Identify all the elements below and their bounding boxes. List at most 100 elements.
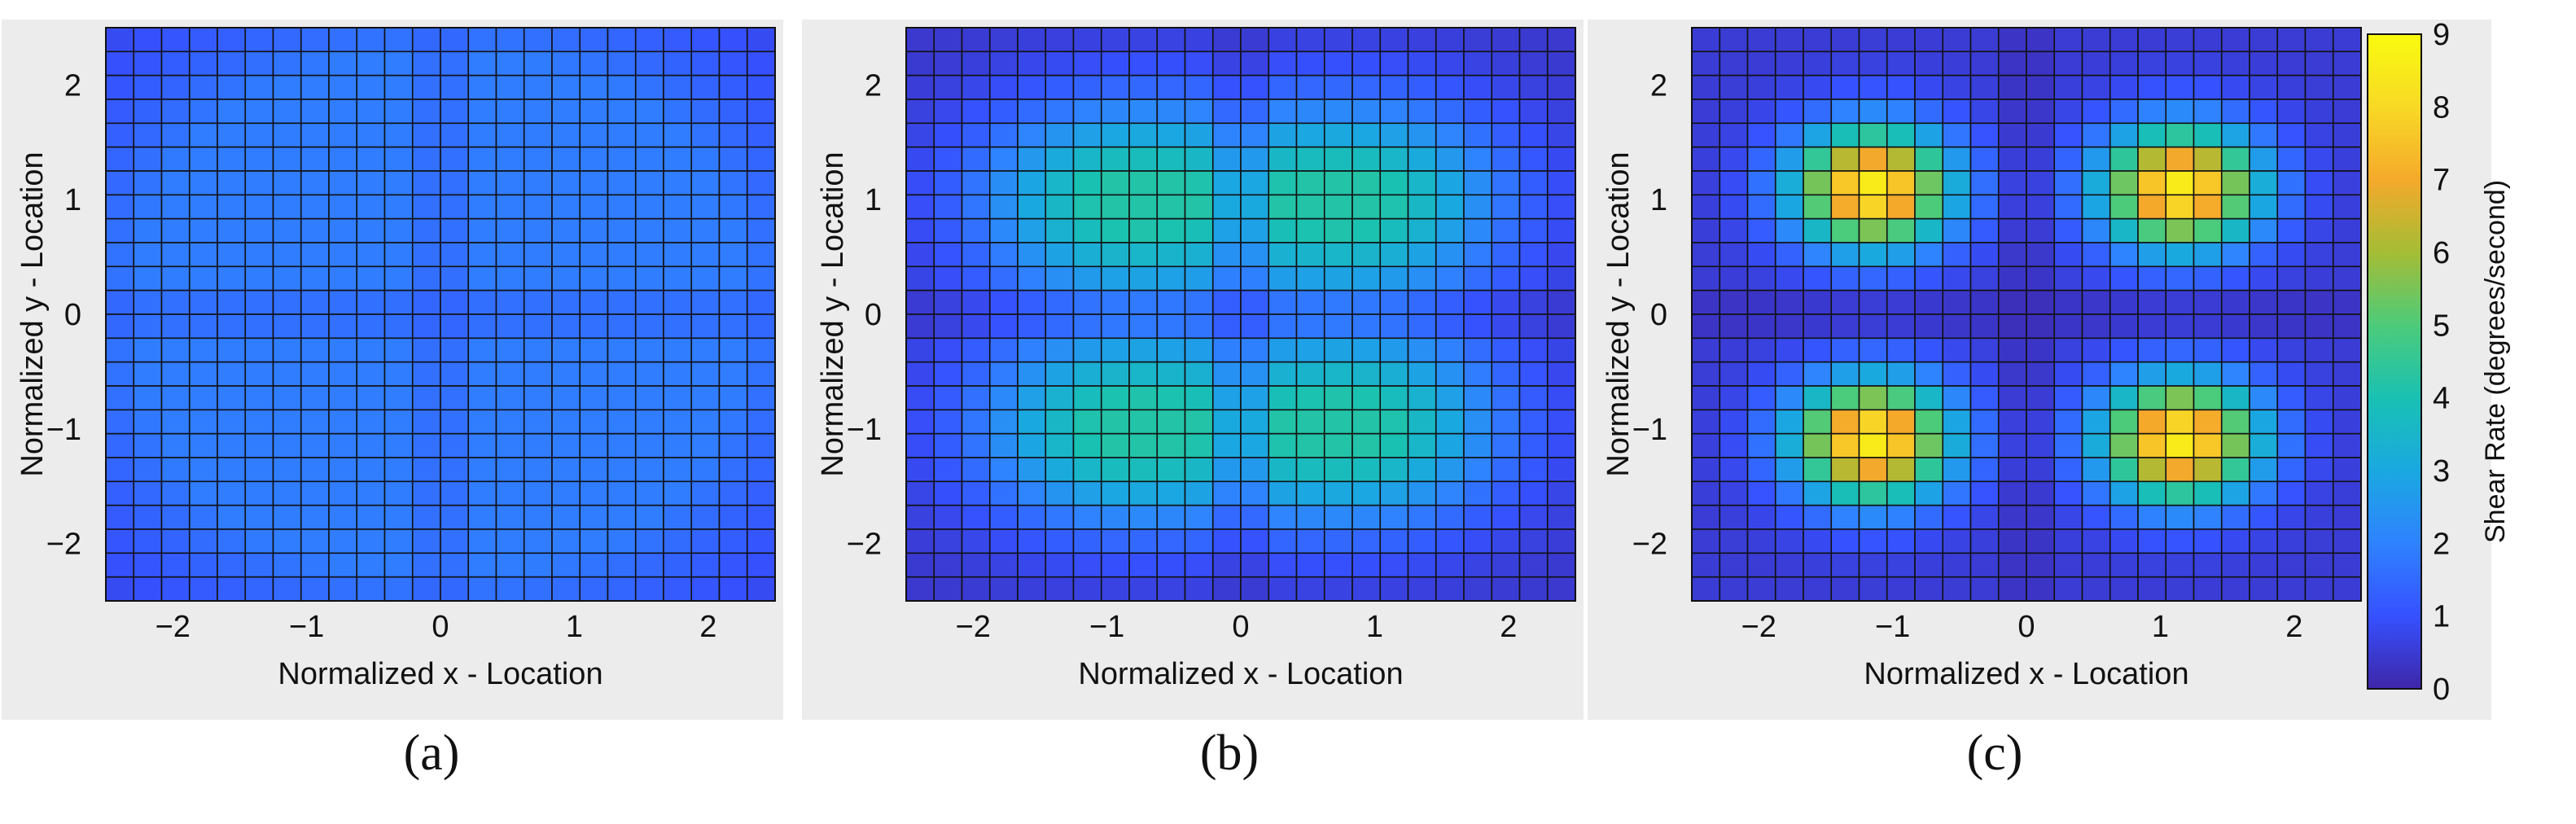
heatmap-cell — [1017, 146, 1047, 172]
heatmap-cell — [1997, 122, 2027, 148]
heatmap-cell — [105, 217, 135, 243]
heatmap-cell — [2249, 170, 2279, 196]
heatmap-cell — [718, 480, 748, 506]
heatmap-cell — [1491, 27, 1521, 53]
heatmap-cell — [244, 385, 274, 411]
heatmap-cell — [160, 217, 191, 243]
heatmap-cell — [746, 289, 776, 315]
heatmap-cell — [411, 504, 441, 530]
heatmap-cell — [2026, 50, 2056, 77]
heatmap-cell — [1352, 146, 1382, 172]
heatmap-cell — [1323, 122, 1353, 148]
heatmap-cell — [1156, 457, 1186, 483]
heatmap-cell — [1295, 50, 1325, 77]
heatmap-cell — [188, 432, 218, 458]
heatmap-cell — [328, 385, 358, 411]
heatmap-cell — [411, 99, 441, 125]
heatmap-cell — [1017, 50, 1047, 77]
heatmap-cell — [1072, 337, 1102, 363]
heatmap-cell — [1886, 170, 1916, 196]
heatmap-cell — [2220, 457, 2250, 483]
heatmap-cell — [1942, 528, 1972, 554]
heatmap-cell — [718, 409, 748, 435]
heatmap-cell — [1691, 432, 1721, 458]
heatmap-cell — [1546, 74, 1576, 100]
heatmap-cell — [2137, 242, 2167, 268]
heatmap-cell — [244, 289, 274, 315]
heatmap-cell — [1719, 242, 1749, 268]
heatmap-cell — [244, 194, 274, 220]
heatmap-cell — [690, 457, 721, 483]
heatmap-cell — [2165, 122, 2195, 148]
heatmap-cell — [1240, 122, 1270, 148]
heatmap-cell — [356, 122, 386, 148]
heatmap-cell — [1045, 432, 1075, 458]
heatmap-cell — [607, 313, 637, 340]
heatmap-cell — [1072, 122, 1102, 148]
heatmap-cell — [411, 576, 441, 602]
heatmap-cell — [551, 242, 581, 268]
heatmap-cell — [634, 409, 664, 435]
heatmap-cell — [1156, 146, 1186, 172]
heatmap-cell — [607, 432, 637, 458]
heatmap-cell — [1323, 74, 1353, 100]
heatmap-cell — [1969, 146, 2000, 172]
colorbar-tick-label: 5 — [2433, 309, 2450, 343]
heatmap-cell — [1830, 74, 1860, 100]
heatmap-cell — [495, 146, 525, 172]
heatmap-cell — [1100, 74, 1130, 100]
heatmap-cell — [160, 457, 191, 483]
heatmap-cell — [2026, 385, 2056, 411]
heatmap-cell — [523, 528, 553, 554]
heatmap-cell — [1518, 99, 1549, 125]
heatmap-cell — [188, 361, 218, 387]
heatmap-cell — [300, 217, 330, 243]
heatmap-cell — [1803, 194, 1833, 220]
heatmap-cell — [1045, 99, 1075, 125]
heatmap-cell — [2193, 337, 2223, 363]
heatmap-cell — [105, 457, 135, 483]
heatmap-cell — [988, 242, 1019, 268]
heatmap-cell — [1719, 528, 1749, 554]
heatmap-cell — [663, 504, 693, 530]
heatmap-cell — [1240, 552, 1270, 578]
heatmap-cell — [1830, 265, 1860, 291]
heatmap-cell — [2137, 409, 2167, 435]
heatmap-cell — [160, 576, 191, 602]
heatmap-cell — [1546, 217, 1576, 243]
heatmap-cell — [328, 194, 358, 220]
heatmap-cell — [607, 170, 637, 196]
heatmap-cell — [2165, 170, 2195, 196]
heatmap-cell — [2026, 27, 2056, 53]
heatmap-cell — [1463, 146, 1493, 172]
heatmap-cell — [1886, 385, 1916, 411]
heatmap-cell — [160, 385, 191, 411]
heatmap-cell — [1100, 337, 1130, 363]
heatmap-cell — [1072, 576, 1102, 602]
heatmap-cell — [2165, 265, 2195, 291]
heatmap-cell — [1491, 528, 1521, 554]
heatmap-cell — [272, 99, 302, 125]
heatmap-cell — [718, 50, 748, 77]
heatmap-cell — [1914, 122, 1944, 148]
heatmap-cell — [1323, 313, 1353, 340]
heatmap-cell — [1072, 217, 1102, 243]
heatmap-cell — [1914, 313, 1944, 340]
heatmap-cell — [1435, 27, 1465, 53]
heatmap-cell — [1184, 50, 1214, 77]
heatmap-cell — [1240, 27, 1270, 53]
heatmap-cell — [1942, 122, 1972, 148]
heatmap-cell — [467, 432, 497, 458]
heatmap-cell — [1463, 480, 1493, 506]
heatmap-cell — [905, 552, 935, 578]
heatmap-cell — [1942, 385, 1972, 411]
heatmap-cell — [328, 242, 358, 268]
heatmap-cell — [2249, 313, 2279, 340]
heatmap-cell — [1017, 27, 1047, 53]
heatmap-cell — [300, 409, 330, 435]
heatmap-cell — [1691, 146, 1721, 172]
heatmap-cell — [1211, 170, 1242, 196]
heatmap-cell — [440, 361, 470, 387]
x-tick-label: −1 — [1089, 610, 1124, 644]
y-tick-label: 2 — [865, 68, 882, 103]
